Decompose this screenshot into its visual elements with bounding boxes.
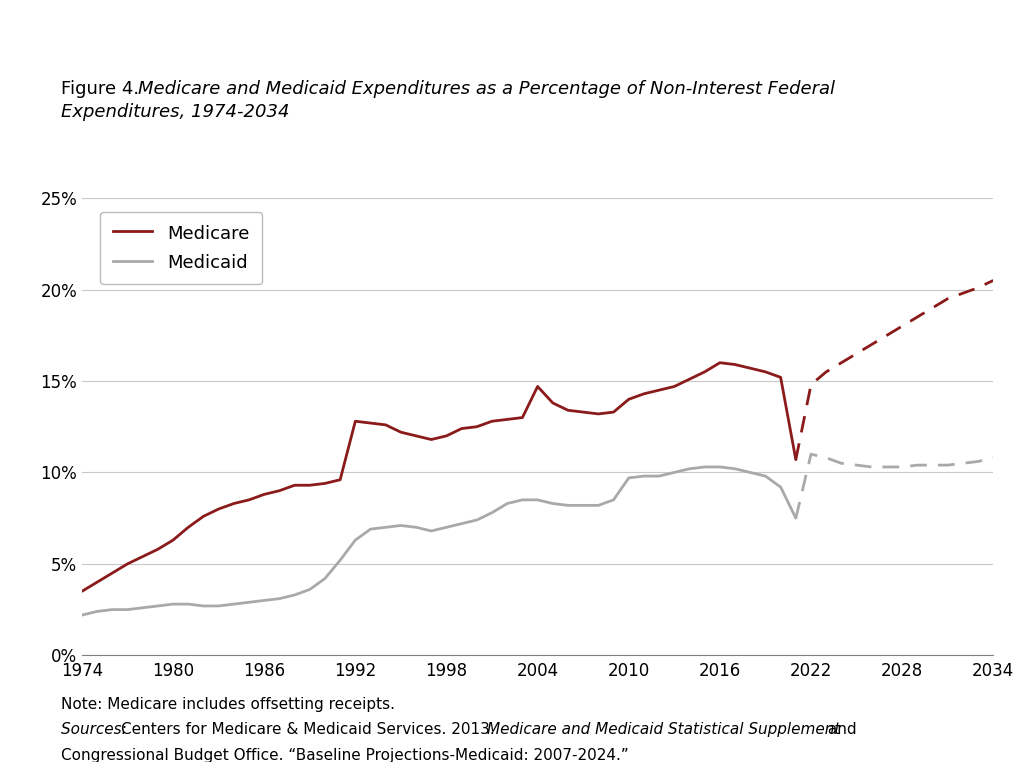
Text: Note: Medicare includes offsetting receipts.: Note: Medicare includes offsetting recei… — [61, 697, 395, 712]
Text: Figure 4.: Figure 4. — [61, 80, 145, 98]
Text: Centers for Medicare & Medicaid Services. 2013.: Centers for Medicare & Medicaid Services… — [121, 722, 500, 738]
Legend: Medicare, Medicaid: Medicare, Medicaid — [100, 212, 262, 284]
Text: and: and — [823, 722, 857, 738]
Text: Medicare and Medicaid Statistical Supplement: Medicare and Medicaid Statistical Supple… — [487, 722, 841, 738]
Text: Congressional Budget Office. “Baseline Projections-Medicaid: 2007-2024.”: Congressional Budget Office. “Baseline P… — [61, 748, 629, 762]
Text: Medicare and Medicaid Expenditures as a Percentage of Non-Interest Federal: Medicare and Medicaid Expenditures as a … — [138, 80, 836, 98]
Text: Sources:: Sources: — [61, 722, 132, 738]
Text: Expenditures, 1974-2034: Expenditures, 1974-2034 — [61, 103, 290, 121]
